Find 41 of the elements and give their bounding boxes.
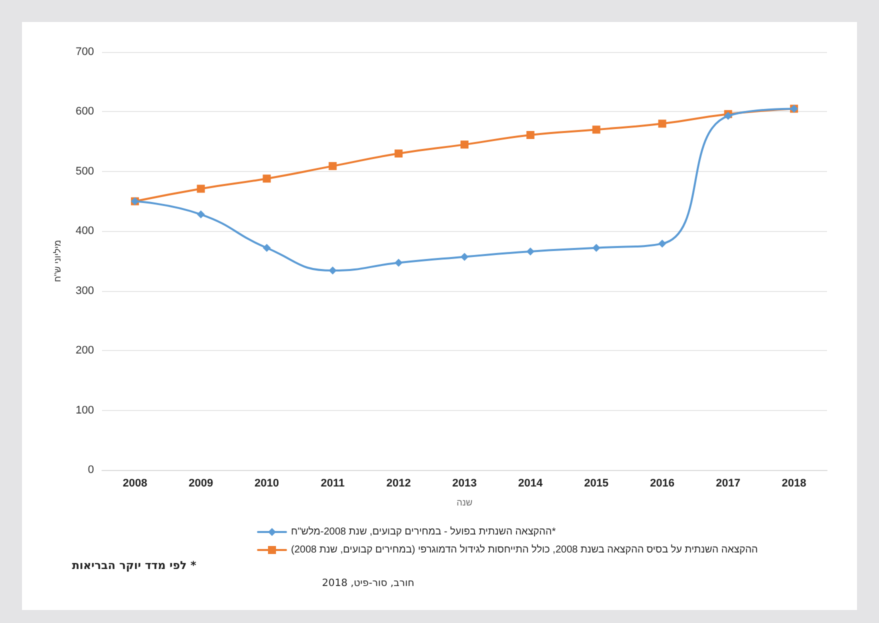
y-tick-label: 100 — [76, 404, 94, 416]
y-axis-title: מיליוני ש"ח — [52, 240, 62, 282]
point — [460, 252, 468, 261]
point — [526, 131, 534, 140]
x-axis-title: שנה — [456, 498, 473, 508]
legend-label: ההקצאה השנתית בפועל - במחירים קבועים, שנת 2008-מלש"ח* — [291, 526, 556, 538]
point — [394, 258, 403, 267]
point — [658, 120, 666, 128]
point — [328, 162, 337, 170]
y-tick-label: 0 — [88, 464, 94, 476]
point — [262, 174, 271, 183]
y-tick-label: 300 — [76, 284, 94, 297]
point — [196, 210, 205, 218]
point — [592, 126, 600, 134]
x-tick-label: 2011 — [320, 478, 345, 490]
x-tick-label: 2016 — [650, 478, 674, 490]
x-tick-label: 2010 — [254, 478, 280, 490]
y-tick-label: 700 — [76, 46, 94, 58]
x-tick-label: 2014 — [518, 478, 544, 490]
point — [658, 240, 666, 248]
point — [196, 184, 205, 193]
x-tick-label: 2012 — [386, 478, 411, 490]
point — [262, 244, 271, 252]
point — [328, 266, 337, 275]
y-tick-label: 200 — [76, 344, 94, 357]
y-tick-label: 500 — [76, 165, 94, 178]
legend-label: ההקצאה השנתית על בסיס ההקצאה בשנת 2008, כולל התייחסות לגידול הדמוגרפי (במחירים קבועים, שנת 2008) — [291, 544, 758, 556]
point — [394, 150, 403, 158]
point — [460, 140, 468, 149]
point — [592, 244, 600, 252]
x-tick-label: 2018 — [782, 478, 806, 490]
x-tick-label: 2009 — [188, 478, 214, 490]
y-tick-label: 400 — [76, 225, 94, 238]
x-tick-label: 2017 — [716, 478, 740, 490]
y-tick-label: 600 — [76, 106, 94, 118]
text: * לפי מדד יוקר הבריאות — [72, 559, 196, 572]
x-tick-label: 2008 — [122, 478, 148, 490]
text: חורב, סור-פיט, 2018 — [322, 578, 414, 589]
point — [526, 247, 534, 256]
x-tick-label: 2015 — [584, 478, 609, 490]
x-tick-label: 2013 — [452, 478, 477, 490]
